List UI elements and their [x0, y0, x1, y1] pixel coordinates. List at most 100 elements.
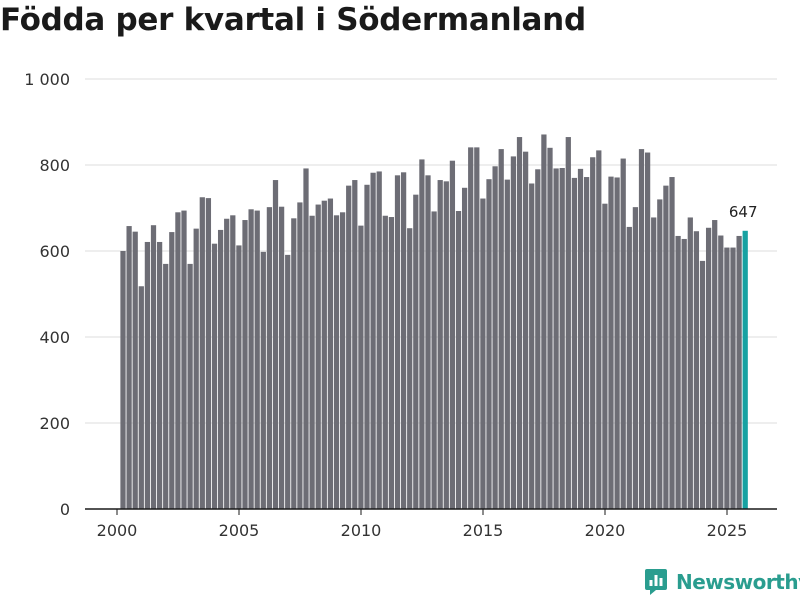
bar — [187, 263, 193, 509]
bar — [388, 217, 395, 509]
bar — [681, 238, 687, 509]
bar — [217, 229, 224, 509]
bar — [608, 176, 614, 510]
x-tick-label: 2025 — [707, 521, 748, 540]
bar — [486, 179, 492, 509]
bar — [516, 137, 523, 510]
bar — [596, 150, 602, 509]
bar — [254, 210, 260, 509]
bar — [583, 177, 590, 510]
y-tick-label: 800 — [39, 156, 70, 175]
bar — [126, 226, 132, 509]
chart-title: Födda per kvartal i Södermanland — [0, 2, 586, 38]
bar — [522, 151, 529, 510]
bar — [211, 243, 218, 509]
bar — [144, 241, 151, 509]
bar — [333, 215, 340, 509]
bar — [492, 166, 498, 510]
y-axis: 0 200 400 600 800 1 000 — [24, 70, 70, 519]
bar — [687, 217, 693, 509]
bar — [272, 180, 279, 510]
bar — [693, 231, 700, 509]
bar — [535, 169, 541, 510]
bar — [651, 217, 657, 509]
bar — [364, 184, 370, 509]
x-axis: 2000 2005 2010 2015 2020 2025 — [85, 508, 777, 540]
bar — [504, 179, 510, 509]
bar — [571, 177, 578, 509]
bar — [614, 177, 620, 509]
bar — [400, 172, 407, 509]
bar — [455, 211, 462, 509]
y-tick-label: 200 — [39, 414, 70, 433]
bar — [205, 198, 212, 510]
bar — [669, 177, 675, 510]
bar — [730, 247, 736, 509]
bar — [407, 228, 413, 509]
bar — [638, 149, 645, 509]
bar — [480, 198, 486, 510]
bar — [315, 204, 321, 509]
bar — [169, 232, 175, 509]
bar — [297, 202, 303, 509]
newsworthy-icon — [645, 569, 667, 595]
x-tick-label: 2015 — [463, 521, 504, 540]
bar — [468, 147, 474, 509]
bar — [132, 231, 138, 509]
bar — [590, 157, 596, 509]
bar — [230, 215, 236, 509]
x-tick-label: 2010 — [341, 521, 382, 540]
bar — [394, 175, 401, 509]
newsworthy-logo: Newsworthy — [644, 568, 800, 596]
bar — [718, 235, 724, 509]
bar — [620, 158, 626, 510]
bar — [266, 207, 273, 509]
bar — [138, 286, 144, 509]
bar — [461, 187, 468, 510]
bar — [657, 199, 663, 509]
bar — [449, 160, 456, 509]
y-tick-label: 0 — [60, 500, 70, 519]
bar — [541, 134, 547, 509]
y-tick-label: 600 — [39, 242, 70, 261]
bar — [242, 220, 248, 510]
bar — [724, 247, 730, 509]
bar — [675, 235, 681, 509]
bar — [712, 220, 718, 510]
data-labels: 647 — [729, 203, 758, 221]
bar — [632, 207, 639, 509]
x-tick-label: 2000 — [97, 521, 138, 540]
bar — [699, 260, 706, 509]
bar — [193, 228, 199, 509]
y-tick-label: 1 000 — [24, 70, 70, 89]
bar — [291, 218, 297, 509]
bar — [419, 159, 425, 509]
bar — [559, 168, 565, 509]
bar — [644, 152, 651, 509]
bar — [565, 137, 571, 510]
bar — [547, 147, 553, 510]
bar — [577, 168, 584, 509]
bar — [224, 218, 230, 509]
bar — [120, 251, 126, 509]
bar-highlight — [742, 230, 748, 510]
bar — [425, 175, 431, 509]
bar — [443, 181, 449, 509]
bar — [376, 171, 382, 509]
bar — [553, 168, 559, 509]
bar — [370, 172, 376, 510]
bar — [352, 180, 358, 510]
x-tick-label: 2020 — [585, 521, 626, 540]
bar — [260, 251, 266, 510]
bar — [602, 203, 608, 509]
bar — [358, 225, 364, 509]
bar — [339, 212, 346, 510]
x-tick-label: 2005 — [219, 521, 260, 540]
bar — [156, 241, 163, 509]
bar — [236, 245, 242, 509]
bar — [181, 210, 187, 509]
bar — [150, 225, 157, 509]
bar — [321, 200, 327, 509]
bar — [498, 149, 504, 509]
